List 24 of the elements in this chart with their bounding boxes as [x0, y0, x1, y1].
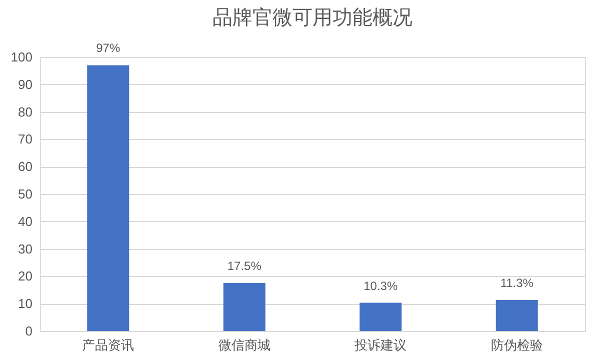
x-tick-label: 微信商城 [218, 338, 270, 352]
y-tick-label: 0 [25, 324, 32, 338]
bar [360, 302, 402, 331]
y-tick-label: 80 [18, 104, 32, 120]
data-label: 11.3% [500, 276, 534, 290]
bar [496, 300, 538, 331]
y-tick-label: 50 [18, 186, 32, 202]
bar [87, 65, 130, 331]
y-tick-label: 60 [18, 159, 32, 174]
data-label: 17.5% [227, 259, 262, 274]
data-label: 97% [96, 41, 120, 56]
x-tick-label: 防伪检验 [490, 338, 543, 352]
chart-title: 品牌官微可用功能概况 [212, 6, 412, 30]
y-tick-label: 20 [18, 268, 32, 284]
y-tick-label: 70 [18, 132, 32, 147]
y-tick-label: 100 [10, 50, 32, 64]
x-tick-label: 投诉建议 [354, 338, 407, 352]
y-tick-label: 40 [18, 214, 32, 229]
y-tick-label: 30 [18, 241, 32, 256]
y-tick-label: 90 [18, 76, 32, 92]
bar [223, 283, 266, 331]
y-tick-label: 10 [18, 296, 32, 312]
x-tick-label: 产品资讯 [82, 338, 134, 352]
data-label: 10.3% [364, 278, 398, 293]
